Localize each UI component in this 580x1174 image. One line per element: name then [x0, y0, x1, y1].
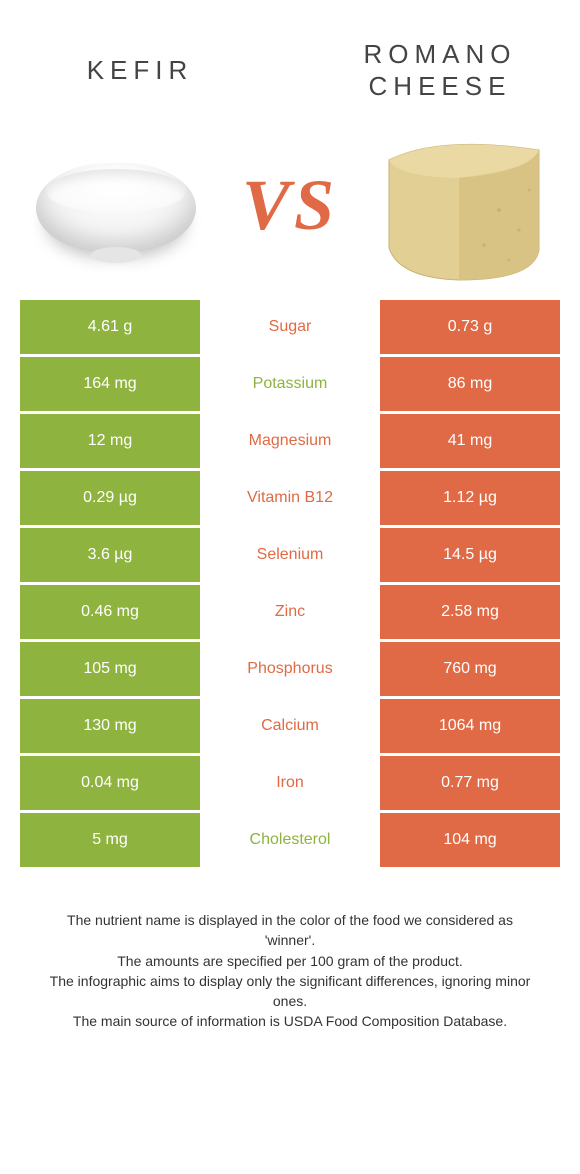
nutrient-label: Vitamin B12 [200, 471, 380, 525]
footer-line: The main source of information is USDA F… [40, 1011, 540, 1031]
cheese-icon [379, 130, 549, 285]
nutrient-label: Iron [200, 756, 380, 810]
left-value: 130 mg [20, 699, 200, 753]
right-value: 1.12 µg [380, 471, 560, 525]
nutrient-label: Sugar [200, 300, 380, 354]
table-row: 0.04 mgIron0.77 mg [20, 756, 560, 810]
footer-line: The amounts are specified per 100 gram o… [40, 951, 540, 971]
left-value: 105 mg [20, 642, 200, 696]
table-row: 4.61 gSugar0.73 g [20, 300, 560, 354]
table-row: 105 mgPhosphorus760 mg [20, 642, 560, 696]
left-value: 12 mg [20, 414, 200, 468]
table-row: 0.46 mgZinc2.58 mg [20, 585, 560, 639]
left-value: 3.6 µg [20, 528, 200, 582]
table-row: 0.29 µgVitamin B121.12 µg [20, 471, 560, 525]
nutrient-label: Phosphorus [200, 642, 380, 696]
table-row: 3.6 µgSelenium14.5 µg [20, 528, 560, 582]
kefir-image [20, 125, 213, 285]
nutrient-label: Zinc [200, 585, 380, 639]
table-row: 164 mgPotassium86 mg [20, 357, 560, 411]
left-value: 4.61 g [20, 300, 200, 354]
romano-cheese-image [367, 125, 560, 285]
right-value: 0.73 g [380, 300, 560, 354]
right-value: 86 mg [380, 357, 560, 411]
left-value: 5 mg [20, 813, 200, 867]
right-value: 760 mg [380, 642, 560, 696]
left-value: 164 mg [20, 357, 200, 411]
footer-line: The nutrient name is displayed in the co… [40, 910, 540, 951]
comparison-table: 4.61 gSugar0.73 g164 mgPotassium86 mg12 … [0, 300, 580, 867]
left-value: 0.46 mg [20, 585, 200, 639]
right-value: 104 mg [380, 813, 560, 867]
right-value: 1064 mg [380, 699, 560, 753]
footer-line: The infographic aims to display only the… [40, 971, 540, 1012]
title-left: KEFIR [40, 54, 240, 87]
left-value: 0.04 mg [20, 756, 200, 810]
nutrient-label: Potassium [200, 357, 380, 411]
right-value: 41 mg [380, 414, 560, 468]
footer-notes: The nutrient name is displayed in the co… [0, 870, 580, 1032]
title-right: ROMANO CHEESE [340, 38, 540, 103]
vs-label: VS [223, 164, 358, 247]
right-value: 0.77 mg [380, 756, 560, 810]
table-row: 12 mgMagnesium41 mg [20, 414, 560, 468]
nutrient-label: Cholesterol [200, 813, 380, 867]
header: KEFIR ROMANO CHEESE [0, 0, 580, 120]
left-value: 0.29 µg [20, 471, 200, 525]
nutrient-label: Calcium [200, 699, 380, 753]
table-row: 5 mgCholesterol104 mg [20, 813, 560, 867]
table-row: 130 mgCalcium1064 mg [20, 699, 560, 753]
nutrient-label: Magnesium [200, 414, 380, 468]
right-value: 2.58 mg [380, 585, 560, 639]
hero-row: VS [0, 120, 580, 300]
nutrient-label: Selenium [200, 528, 380, 582]
right-value: 14.5 µg [380, 528, 560, 582]
